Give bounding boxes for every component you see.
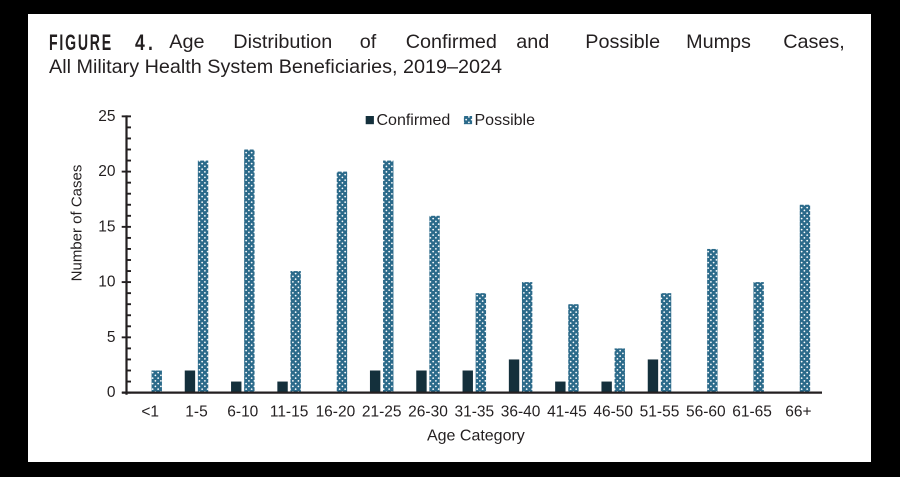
svg-text:36-40: 36-40: [501, 404, 541, 421]
svg-text:16-20: 16-20: [316, 404, 356, 421]
svg-text:46-50: 46-50: [593, 404, 633, 421]
svg-text:26-30: 26-30: [408, 404, 448, 421]
svg-text:61-65: 61-65: [732, 404, 772, 421]
svg-text:66+: 66+: [785, 404, 811, 421]
svg-text:Age Category: Age Category: [427, 428, 525, 445]
svg-text:1-5: 1-5: [185, 404, 207, 421]
svg-text:21-25: 21-25: [362, 404, 402, 421]
svg-text:56-60: 56-60: [686, 404, 726, 421]
svg-text:Number of Cases: Number of Cases: [69, 165, 86, 282]
svg-text:Possible: Possible: [475, 112, 536, 129]
svg-text:31-35: 31-35: [454, 404, 494, 421]
svg-text:Confirmed: Confirmed: [377, 112, 451, 129]
svg-text:5: 5: [107, 329, 116, 346]
svg-text:20: 20: [98, 163, 116, 180]
svg-text:0: 0: [107, 384, 116, 401]
svg-text:10: 10: [98, 274, 116, 291]
svg-text:15: 15: [98, 218, 115, 235]
svg-text:11-15: 11-15: [270, 404, 309, 421]
svg-text:25: 25: [98, 108, 115, 125]
svg-text:<1: <1: [141, 404, 159, 421]
svg-text:51-55: 51-55: [640, 404, 680, 421]
svg-text:6-10: 6-10: [227, 404, 258, 421]
svg-text:41-45: 41-45: [547, 404, 587, 421]
